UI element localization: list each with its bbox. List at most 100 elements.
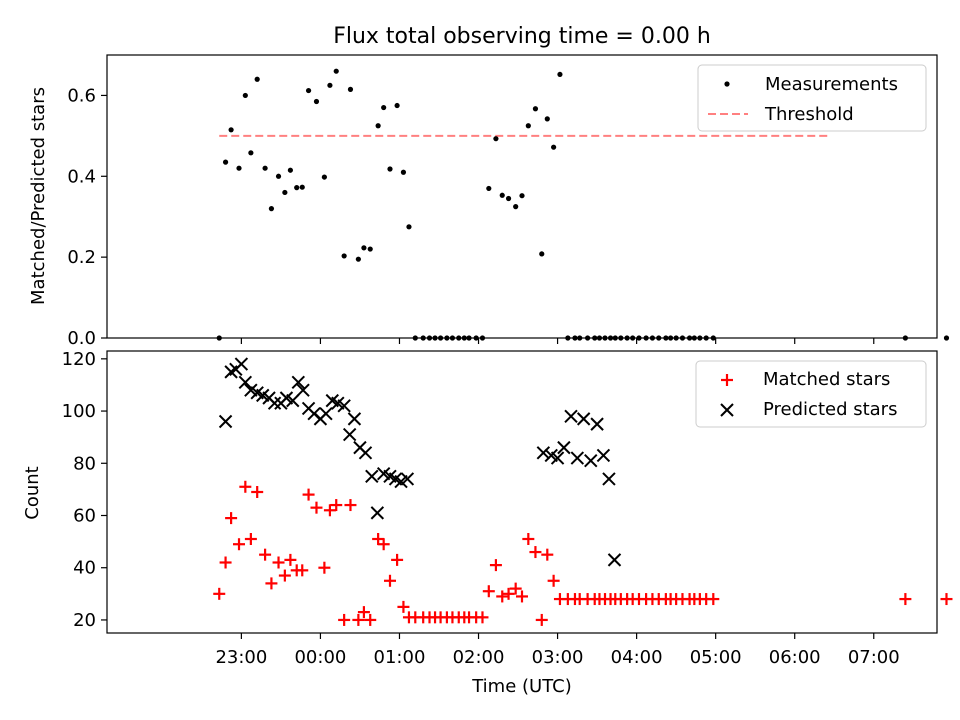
measurement-point — [577, 335, 583, 341]
matched-star-point — [547, 574, 560, 587]
matched-stars-points — [213, 480, 953, 626]
matched-star-point — [352, 613, 365, 626]
x-axis-label: Time (UTC) — [471, 676, 572, 697]
predicted-star-point — [358, 446, 373, 460]
measurement-point — [299, 184, 305, 190]
matched-star-point — [516, 590, 528, 603]
matched-star-point — [377, 538, 390, 551]
matched-star-point — [522, 533, 535, 545]
measurement-point — [572, 335, 578, 341]
predicted-star-point — [557, 440, 571, 455]
measurement-point — [612, 335, 618, 341]
measurement-point — [630, 335, 636, 341]
bottom-x-ticks: 23:00 00:00 01:00 02:00 03:00 04:00 05:00 06:00… — [215, 633, 900, 668]
measurement-point — [305, 87, 312, 94]
matched-star-point — [509, 582, 522, 595]
predicted-star-point — [400, 472, 415, 486]
bottom-legend-box — [695, 360, 927, 428]
predicted-star-point — [286, 393, 300, 408]
measurement-point — [592, 335, 598, 341]
measurement-point — [333, 68, 339, 74]
predicted-star-point — [347, 412, 362, 426]
x-tick-label: 02:00 — [453, 647, 505, 668]
measurement-point — [222, 159, 229, 165]
measurement-point — [228, 127, 234, 133]
matched-star-point — [344, 499, 357, 512]
matched-star-point — [213, 587, 226, 600]
bottom-y-tick-label: 20 — [73, 610, 96, 631]
measurement-point — [381, 104, 387, 111]
measurement-point — [406, 224, 412, 230]
matched-star-point — [296, 564, 309, 577]
matched-star-point — [259, 548, 272, 561]
bottom-y-tick-label: 120 — [62, 349, 96, 370]
measurement-point — [486, 185, 492, 192]
measurement-point — [607, 335, 614, 341]
matched-star-point — [310, 501, 323, 514]
measurement-point — [313, 98, 320, 105]
measurement-point — [394, 102, 400, 109]
predicted-star-point — [590, 417, 604, 431]
x-tick-label: 00:00 — [294, 647, 346, 668]
x-tick-label: 05:00 — [690, 647, 742, 668]
matched-legend-marker — [721, 374, 733, 386]
bottom-y-tick-label: 100 — [62, 401, 96, 422]
predicted-star-point — [238, 375, 253, 390]
predicted-legend-label: Predicted stars — [763, 399, 897, 420]
matched-star-point — [707, 593, 720, 606]
measurement-point — [449, 335, 456, 341]
top-plot: 0.0 0.2 0.4 0.6 Matched/Predicted stars Mea… — [28, 54, 950, 349]
measurement-point — [663, 335, 669, 341]
measurement-point — [236, 165, 242, 171]
predicted-legend-marker — [720, 403, 734, 417]
measurement-points — [216, 68, 950, 341]
matched-star-point — [272, 556, 285, 569]
measurement-point — [691, 335, 697, 341]
measurements-legend-marker — [724, 81, 730, 87]
measurement-point — [679, 335, 686, 341]
matched-star-point — [265, 577, 278, 590]
predicted-star-point — [536, 446, 551, 460]
measurement-point — [673, 335, 679, 341]
matched-star-point — [284, 553, 297, 566]
matched-star-point — [323, 504, 336, 517]
measurement-point — [551, 144, 557, 150]
chart-title: Flux total observing time = 0.00 h — [333, 24, 711, 49]
measurement-point — [544, 116, 550, 122]
predicted-star-point — [370, 506, 385, 520]
measurement-point — [596, 335, 603, 341]
measurement-point — [420, 335, 426, 341]
top-y-tick-label: 0.0 — [67, 328, 96, 349]
measurement-point — [216, 335, 222, 341]
matched-star-point — [219, 556, 232, 569]
matched-star-point — [383, 574, 396, 587]
matched-star-point — [302, 488, 315, 501]
measurement-point — [519, 193, 525, 199]
predicted-star-point — [365, 469, 379, 484]
matched-star-point — [251, 486, 264, 498]
matched-star-point — [529, 546, 542, 559]
measurement-point — [327, 82, 333, 88]
measurement-point — [375, 123, 381, 129]
predicted-star-point — [337, 399, 351, 413]
bottom-legend: Matched stars Predicted stars — [695, 360, 927, 428]
matched-star-point — [541, 548, 554, 561]
measurement-point — [321, 174, 327, 180]
matched-star-point — [364, 613, 377, 626]
measurement-point — [355, 256, 361, 262]
matched-legend-label: Matched stars — [763, 369, 890, 390]
measurement-point — [539, 251, 545, 257]
x-tick-label: 23:00 — [215, 647, 267, 668]
measurement-point — [643, 335, 649, 341]
bottom-plot-frame — [106, 350, 938, 634]
measurement-point — [437, 335, 444, 341]
measurement-point — [710, 335, 716, 341]
matched-star-point — [397, 600, 410, 613]
measurement-point — [466, 335, 472, 341]
measurements-legend-label: Measurements — [765, 74, 898, 95]
predicted-star-point — [319, 406, 333, 421]
x-tick-label: 07:00 — [848, 647, 900, 668]
matched-star-point — [330, 499, 343, 512]
measurement-point — [426, 335, 433, 341]
